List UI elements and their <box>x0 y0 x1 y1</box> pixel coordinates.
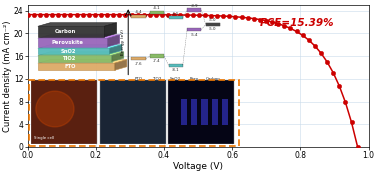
Y-axis label: Current density (mA cm⁻²): Current density (mA cm⁻²) <box>3 20 12 132</box>
Text: PCE=15.39%: PCE=15.39% <box>259 18 334 28</box>
X-axis label: Voltage (V): Voltage (V) <box>173 161 223 171</box>
